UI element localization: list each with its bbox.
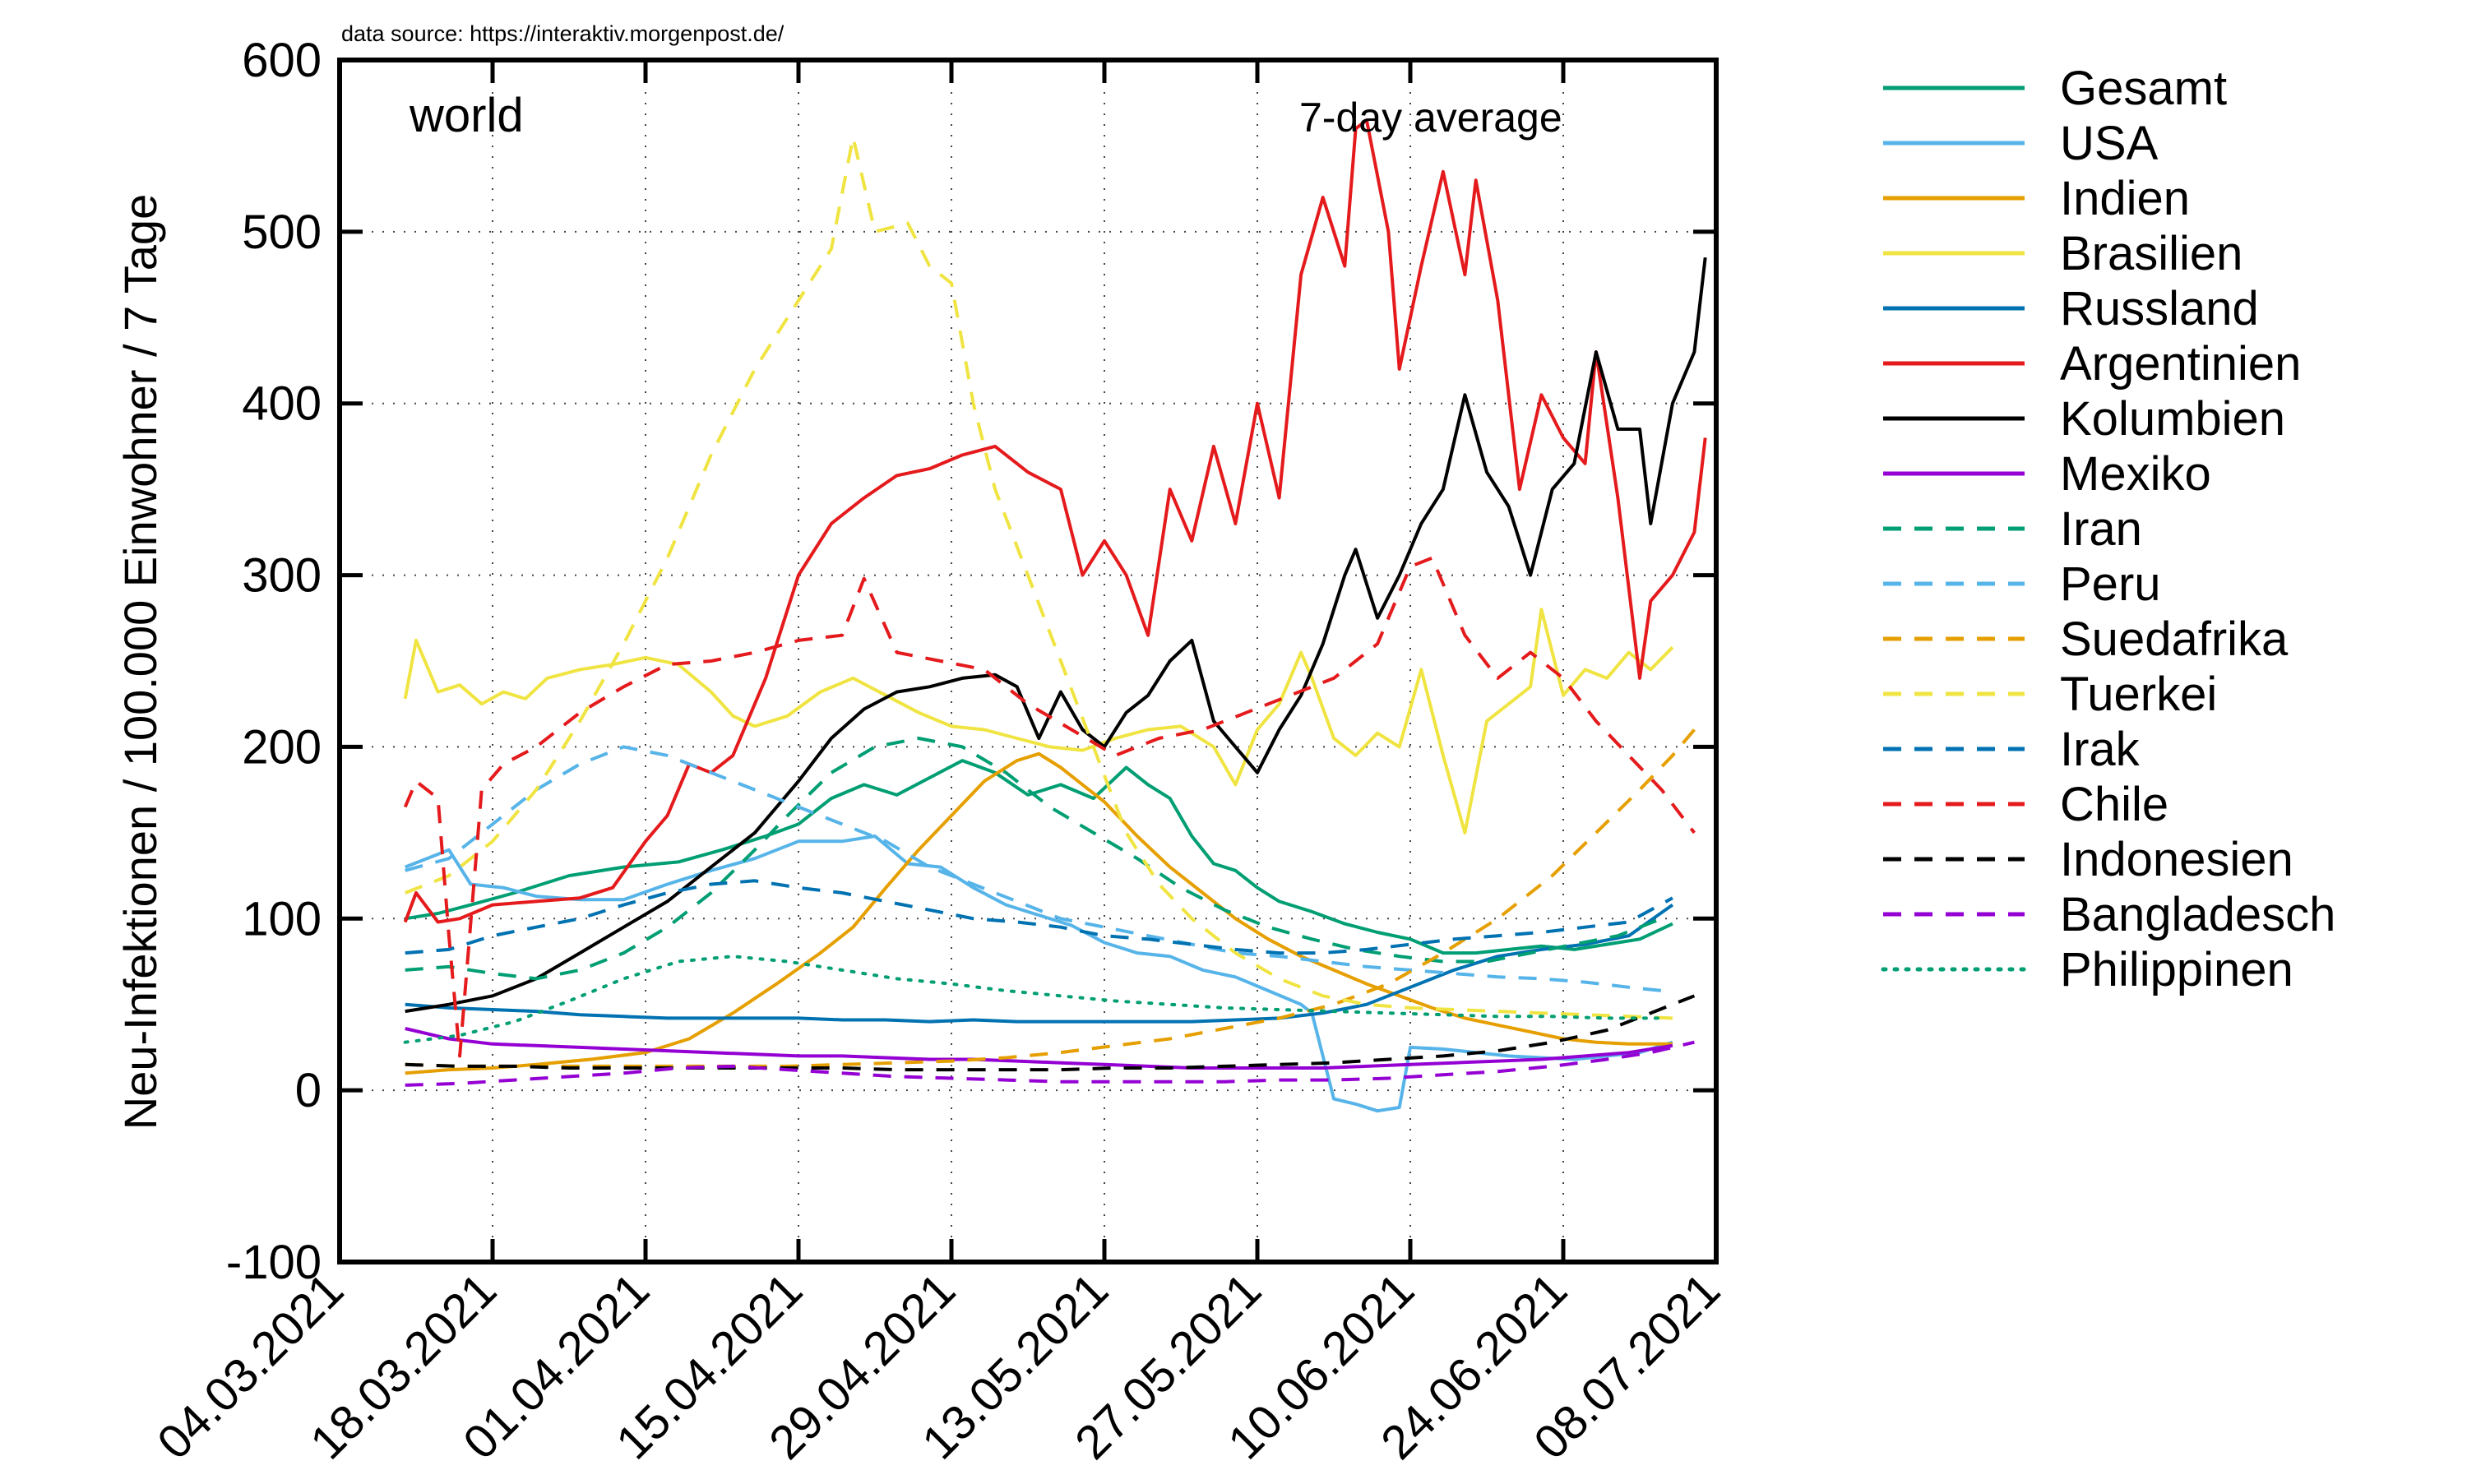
legend: GesamtUSAIndienBrasilienRusslandArgentin… — [1881, 62, 2335, 996]
legend-label: Kolumbien — [2060, 392, 2285, 446]
legend-label: Suedafrika — [2060, 613, 2289, 666]
source-note: data source: https://interaktiv.morgenpo… — [341, 21, 785, 46]
series-line-argentinien — [403, 118, 1707, 924]
region-label: world — [409, 89, 524, 142]
axis-ticks: -100010020030040050060004.03.202118.03.2… — [147, 34, 1730, 1469]
average-label: 7-day average — [1299, 95, 1562, 141]
legend-label: Bangladesch — [2060, 888, 2335, 941]
series-line-iran — [405, 737, 1663, 981]
y-tick-label: 100 — [242, 892, 322, 945]
legend-label: Indonesien — [2060, 833, 2293, 886]
legend-label: Gesamt — [2060, 62, 2227, 115]
series-line-mexiko — [405, 1027, 1673, 1070]
legend-label: Iran — [2060, 502, 2142, 556]
series-line-philippinen — [403, 955, 1664, 1044]
series-line-gesamt — [405, 759, 1673, 955]
series-line-irak — [405, 879, 1673, 955]
y-tick-label: 0 — [295, 1064, 322, 1117]
series-line-suedafrika — [405, 728, 1696, 1068]
series-line-tuerkei — [404, 136, 1673, 1020]
legend-label: Mexiko — [2060, 447, 2211, 501]
legend-label: Irak — [2060, 723, 2141, 776]
y-tick-label: 500 — [242, 206, 322, 259]
y-tick-label: -100 — [226, 1236, 322, 1289]
series-line-russland — [405, 903, 1674, 1024]
legend-label: Peru — [2060, 557, 2161, 611]
series-line-brasilien — [403, 608, 1674, 834]
y-tick-label: 300 — [242, 549, 322, 603]
series-line-peru — [405, 745, 1662, 992]
grid — [340, 60, 1716, 1262]
series-line-bangladesch — [405, 1040, 1695, 1087]
y-axis-label: Neu-Infektionen / 100.000 Einwohner / 7 … — [114, 194, 166, 1130]
legend-label: Russland — [2060, 282, 2259, 335]
y-tick-label: 400 — [242, 377, 322, 431]
legend-label: Tuerkei — [2060, 668, 2217, 721]
series-line-kolumbien — [405, 257, 1707, 1014]
legend-label: Philippinen — [2060, 943, 2293, 996]
series-line-usa — [404, 834, 1673, 1113]
legend-label: Indien — [2060, 172, 2190, 225]
series-lines — [403, 118, 1707, 1113]
y-tick-label: 600 — [242, 34, 322, 87]
y-tick-label: 200 — [242, 720, 322, 774]
legend-label: Chile — [2060, 778, 2168, 831]
legend-label: Argentinien — [2060, 337, 2301, 391]
legend-label: Brasilien — [2060, 227, 2243, 280]
legend-label: USA — [2060, 117, 2159, 170]
plot-frame — [337, 58, 1719, 1264]
series-line-indien — [405, 751, 1673, 1075]
